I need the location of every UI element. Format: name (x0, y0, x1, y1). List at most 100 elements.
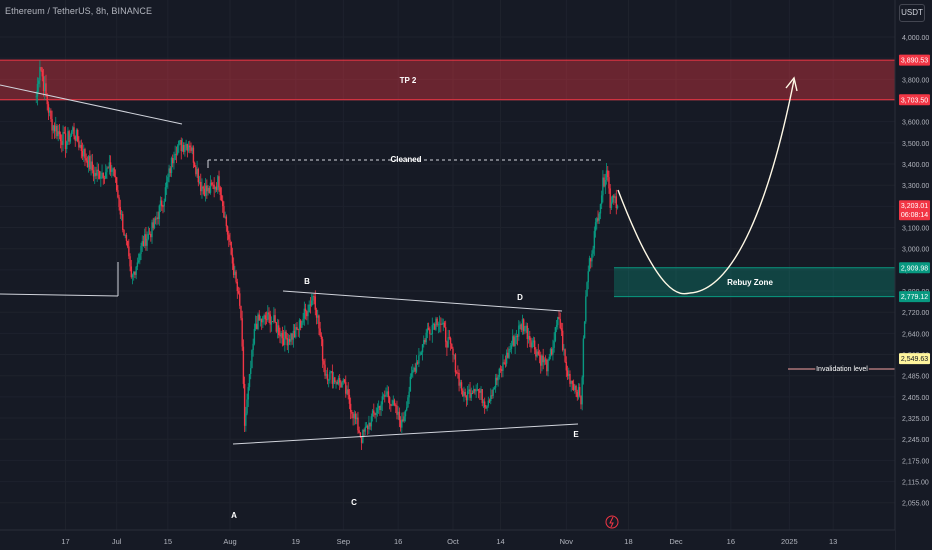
candle-body (455, 372, 458, 374)
candle-body (36, 83, 39, 97)
candle-body (349, 403, 352, 412)
candle-body (154, 218, 157, 220)
candle-body (491, 395, 493, 397)
candle-body (525, 325, 527, 329)
candle-body (403, 416, 405, 421)
currency-unit-button[interactable]: USDT (899, 4, 925, 22)
price-tick-label: 2,055.00 (902, 501, 929, 508)
candle-body (296, 327, 298, 330)
candle-body (134, 271, 136, 275)
candle-body (440, 323, 442, 325)
candle-body (384, 395, 386, 397)
candle-body (388, 397, 391, 404)
time-tick-label: Sep (337, 537, 350, 546)
trendline-upper[interactable] (282, 290, 563, 312)
trendline-left[interactable] (0, 293, 119, 297)
candle-body (605, 170, 608, 180)
candle-body (581, 377, 583, 405)
candle-body (513, 336, 515, 347)
price-tick-label: 3,000.00 (902, 247, 929, 254)
candle-body (410, 373, 413, 377)
candle-body (115, 177, 118, 191)
zone-rect[interactable] (614, 267, 895, 297)
candle-body (462, 390, 464, 397)
candle-body (569, 373, 571, 384)
price-tag[interactable] (899, 353, 930, 365)
candle-body (268, 312, 270, 315)
candle-body (358, 430, 360, 433)
candle-body (135, 266, 137, 275)
price-tag[interactable] (899, 94, 930, 106)
candle-body (512, 336, 514, 346)
price-tick-label: 2,115.00 (902, 480, 929, 487)
candle-body (338, 378, 341, 383)
candle-body (90, 161, 92, 170)
candle-body (329, 371, 331, 380)
candle-body (252, 343, 254, 351)
price-tick-label: 2,175.00 (902, 458, 929, 465)
candle-body (599, 204, 602, 214)
candle-body (611, 195, 614, 203)
candle-body (70, 131, 73, 136)
candle-body (348, 394, 351, 404)
candle-body (409, 376, 412, 392)
candle-body (399, 420, 402, 428)
price-tag[interactable] (899, 262, 930, 274)
candle-body (284, 331, 286, 345)
candle-body (477, 389, 480, 391)
candle-body (248, 374, 251, 388)
price-tick-label: 2,485.00 (902, 374, 929, 381)
candle-body (351, 411, 353, 414)
price-tag[interactable] (899, 54, 930, 66)
price-tick-label: 4,000.00 (902, 35, 929, 42)
price-axis[interactable]: 4,000.003,900.003,800.003,700.003,600.00… (894, 0, 932, 550)
candle-body (563, 349, 565, 351)
candle-body (468, 389, 470, 392)
candle-body (153, 218, 156, 229)
trendline-lower[interactable] (232, 423, 579, 445)
candle-body (596, 218, 598, 223)
candle-body (597, 218, 599, 221)
time-tick-label: Oct (447, 537, 460, 546)
candle-body (122, 214, 124, 231)
candle-body (168, 168, 170, 178)
event-badge[interactable] (605, 515, 619, 529)
candle-body (466, 391, 469, 401)
candle-body (609, 188, 611, 208)
candle-body (444, 327, 447, 342)
candle-body (342, 379, 345, 383)
projection-arrow[interactable] (617, 79, 795, 295)
candle-body (262, 316, 264, 323)
zone-label: Rebuy Zone (727, 278, 773, 287)
trendline-top[interactable] (0, 84, 183, 125)
price-tag[interactable] (899, 200, 930, 221)
candle-body (312, 296, 314, 301)
candle-body (557, 317, 559, 326)
price-tag[interactable] (899, 291, 930, 303)
candle-body (505, 352, 508, 364)
candle-body (230, 241, 232, 255)
candle-body (430, 334, 432, 335)
candle-body (106, 167, 108, 173)
zone-rect[interactable] (0, 60, 895, 100)
candle-body (501, 369, 503, 371)
time-axis[interactable]: 17 Jul 15 Aug 19 Sep 16 Oct 14 Nov 18 Dec 16 2025 13 (0, 529, 895, 550)
price-tag-countdown: 06:08:14 (901, 212, 928, 219)
candle-body (531, 342, 533, 348)
candle-body (282, 338, 285, 345)
candle-body (212, 184, 214, 186)
wave-point-label: B (304, 277, 310, 286)
candle-body (413, 367, 415, 371)
candle-body (145, 234, 147, 246)
candle-body (407, 397, 409, 408)
candle-body (172, 158, 174, 164)
candle-body (452, 348, 454, 355)
candle-body (314, 296, 317, 310)
candle-body (508, 349, 510, 358)
candle-body (129, 256, 131, 267)
candle-body (380, 404, 382, 411)
candle-body (473, 388, 475, 394)
candle-body (306, 311, 308, 317)
candle-body (574, 385, 576, 390)
